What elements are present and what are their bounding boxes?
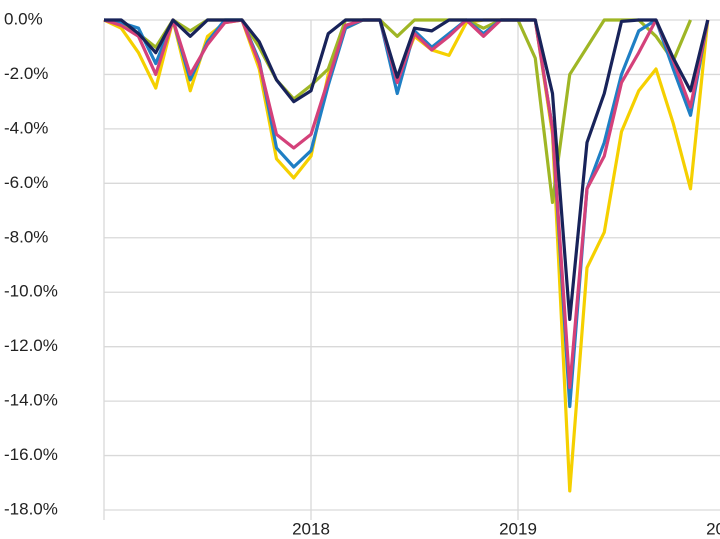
x-tick-label: 2018	[292, 519, 330, 538]
y-tick-label: -10.0%	[4, 282, 58, 301]
y-tick-label: -2.0%	[4, 64, 48, 83]
x-tick-label: 2019	[499, 519, 537, 538]
y-tick-label: -12.0%	[4, 336, 58, 355]
y-tick-label: -18.0%	[4, 499, 58, 518]
x-tick-label: 2020	[706, 519, 720, 538]
y-tick-label: -4.0%	[4, 118, 48, 137]
series-line	[103, 18, 692, 204]
y-tick-label: 0.0%	[4, 9, 43, 28]
y-tick-label: -16.0%	[4, 445, 58, 464]
series-line	[103, 18, 710, 390]
series-line	[104, 18, 710, 322]
y-tick-label: -14.0%	[4, 391, 58, 410]
y-tick-label: -6.0%	[4, 173, 48, 192]
y-tick-label: -8.0%	[4, 227, 48, 246]
